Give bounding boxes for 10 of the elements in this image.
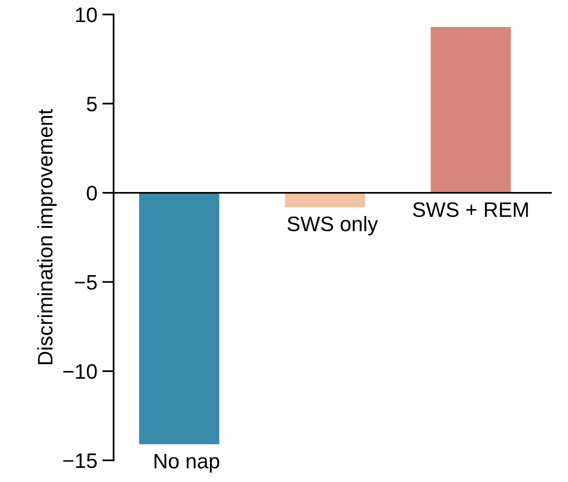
y-tick-label: 0 [86, 186, 97, 201]
y-tick-label: −5 [74, 275, 97, 290]
y-axis-title: Discrimination improvement [37, 109, 57, 364]
y-tick-label: 10 [76, 7, 97, 22]
x-tick-label: SWS only [287, 216, 378, 236]
y-tick-label: −15 [63, 454, 97, 468]
x-tick-label: No nap [154, 454, 220, 473]
y-tick-label: 5 [86, 96, 97, 112]
x-tick-label: SWS + REM [412, 202, 528, 218]
y-tick-label: −10 [63, 364, 97, 379]
